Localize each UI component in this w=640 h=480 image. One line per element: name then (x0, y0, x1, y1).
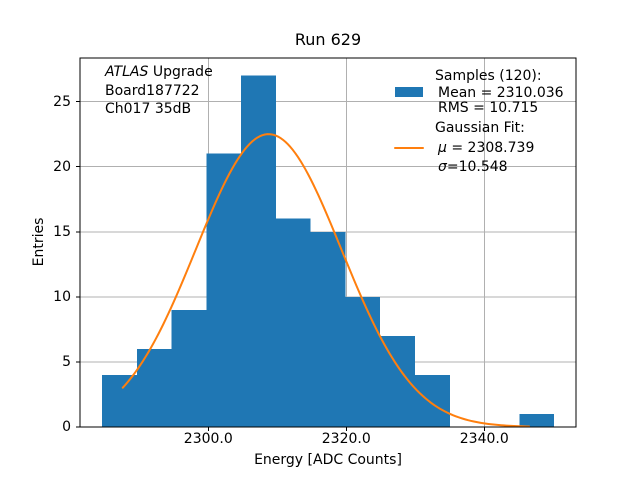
mu-symbol: μ (438, 140, 447, 156)
x-tick-label: 2300.0 (183, 431, 233, 447)
mu-rest: = 2308.739 (446, 140, 535, 156)
annotation-upgrade: Upgrade (148, 64, 213, 80)
x-tick-label: 2340.0 (459, 431, 509, 447)
gaussian-line-icon (394, 147, 424, 149)
histogram-bar (414, 374, 450, 427)
histogram-bar (345, 296, 381, 427)
histogram-bar (241, 75, 276, 428)
legend-rms-value: RMS = 10.715 (438, 100, 539, 116)
legend-mean-value: Mean = 2310.036 (438, 84, 564, 101)
y-tick-label: 0 (62, 419, 71, 435)
annotation: ATLAS Upgrade Board187722 Ch017 35dB (105, 63, 213, 119)
legend-samples-header: Samples (120): (435, 68, 542, 84)
legend-sigma-value: σ=10.548 (438, 159, 508, 175)
y-tick-label: 25 (53, 93, 71, 110)
y-tick-label: 15 (53, 223, 71, 240)
legend-fit-header: Gaussian Fit: (435, 119, 525, 136)
histogram-bar (310, 231, 346, 427)
y-tick-label: 20 (53, 158, 71, 175)
y-tick-label: 5 (62, 353, 71, 370)
annotation-channel: Ch017 35dB (105, 101, 192, 117)
histogram-swatch-icon (395, 87, 423, 97)
histogram-bar (519, 413, 555, 427)
chart-title: Run 629 (294, 30, 362, 49)
histogram-bar (171, 309, 207, 427)
histogram-bar (102, 374, 137, 427)
axes-frame (79, 57, 577, 428)
gaussian-curve (121, 133, 531, 428)
sigma-symbol: σ (438, 158, 447, 175)
y-tick-label: 10 (53, 288, 71, 305)
sigma-rest: =10.548 (446, 158, 508, 175)
histogram-bar (206, 153, 242, 427)
histogram-bar (275, 218, 311, 427)
legend-mu-value: μ = 2308.739 (438, 140, 534, 156)
x-axis-label: Energy [ADC Counts] (254, 452, 402, 468)
annotation-atlas: ATLAS (105, 64, 149, 80)
annotation-board: Board187722 (105, 82, 200, 99)
x-tick-label: 2320.0 (321, 431, 371, 447)
